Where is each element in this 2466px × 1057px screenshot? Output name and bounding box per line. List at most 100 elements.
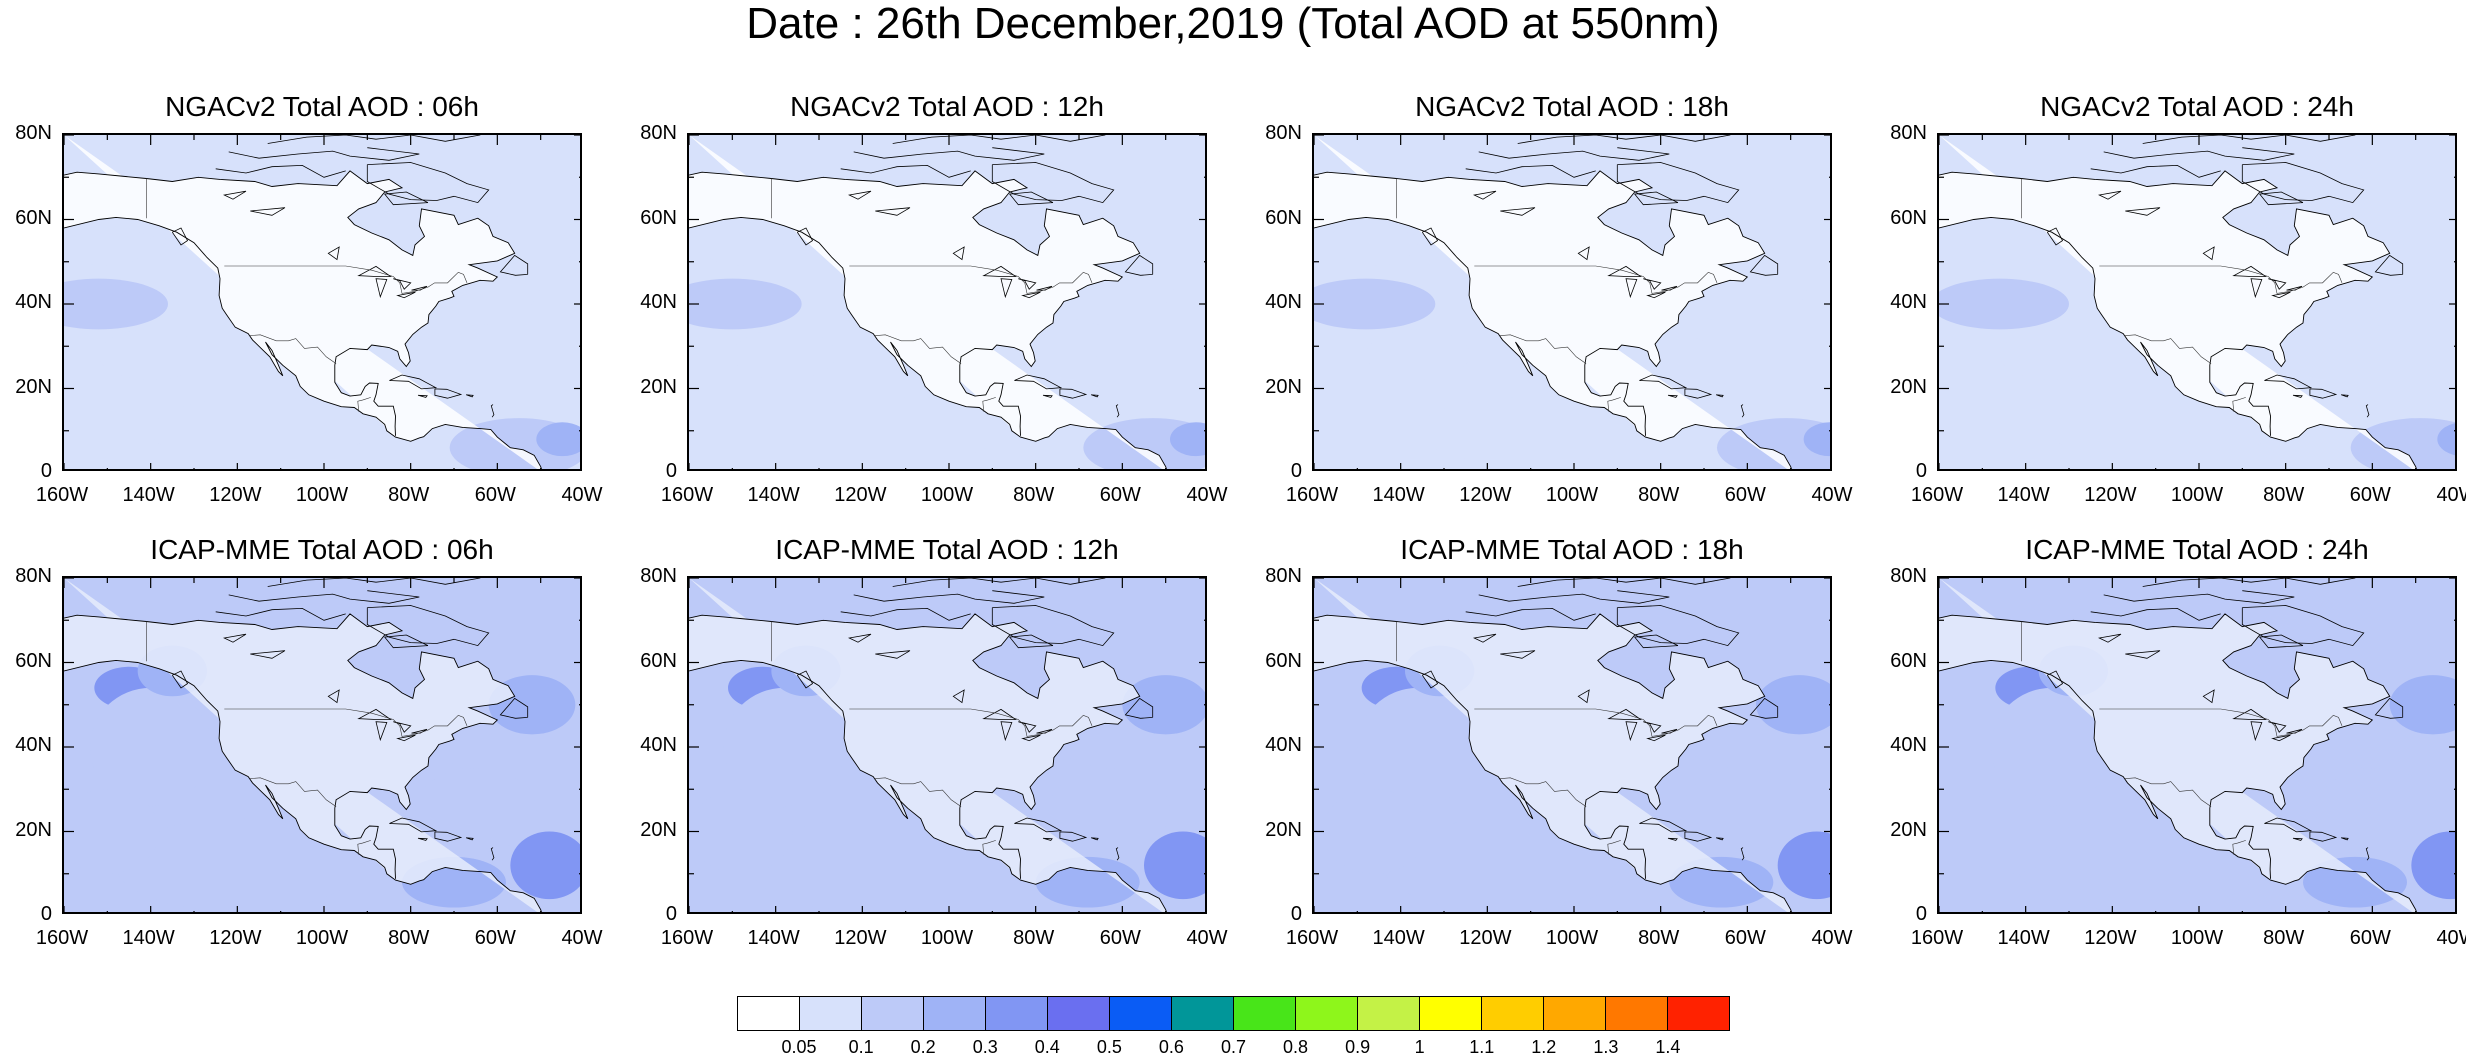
lake-outline (2098, 633, 2122, 643)
lat-tick-label: 40N (1890, 734, 1927, 756)
island-outline (840, 164, 971, 178)
lat-tick-label: 80N (15, 122, 52, 144)
lon-tick-label: 80W (2263, 484, 2305, 506)
lon-tick-label: 100W (2170, 927, 2224, 949)
island-outline (796, 670, 814, 689)
island-outline (2142, 578, 2356, 587)
island-outline (1124, 697, 1154, 719)
lat-tick-label: 80N (15, 565, 52, 587)
colorbar-label: 0.7 (1220, 1037, 1247, 1057)
lake-outline (1021, 734, 1041, 742)
island-outline (1042, 837, 1053, 841)
lake-outline (393, 278, 412, 290)
lake-outline (2271, 291, 2291, 299)
lat-tick-label: 0 (665, 460, 677, 482)
island-outline (215, 164, 346, 178)
coastline (1314, 613, 1766, 879)
aod-plume (64, 789, 160, 874)
colorbar-swatch (738, 997, 800, 1030)
lon-tick-label: 140W (122, 927, 175, 949)
coastline (1939, 170, 2391, 436)
lat-tick-label: 20N (1890, 818, 1927, 841)
lon-tick-label: 40W (1186, 484, 1228, 506)
colorbar-label: 0.4 (1034, 1037, 1060, 1057)
island-outline (1740, 404, 1745, 418)
island-outline (2258, 191, 2304, 206)
island-outline (1667, 837, 1678, 841)
coastline (1314, 170, 1766, 436)
island-outline (228, 590, 420, 604)
aod-plume (98, 329, 203, 381)
aod-map (1937, 576, 2457, 914)
lake-outline (2202, 246, 2215, 261)
island-outline (2340, 837, 2349, 841)
aod-plume (2303, 856, 2407, 908)
aod-plume (1939, 278, 2069, 330)
panel-title: ICAP-MME Total AOD : 12h (775, 534, 1119, 565)
country-border (849, 265, 1093, 294)
colorbar-label: 0.2 (910, 1037, 936, 1057)
lat-tick-label: 20N (640, 818, 677, 841)
lon-tick-label: 80W (2263, 927, 2305, 949)
lake-outline (1500, 650, 1536, 659)
lat-tick-label: 60N (640, 206, 677, 229)
colorbar-swatch (1482, 997, 1544, 1030)
lat-tick-label: 60N (1890, 206, 1927, 229)
aod-plume (1682, 768, 1804, 853)
coastline (64, 613, 516, 879)
island-outline (2264, 817, 2313, 833)
lon-tick-label: 160W (1285, 484, 1339, 506)
lat-tick-label: 20N (15, 818, 52, 841)
lon-tick-label: 160W (35, 927, 89, 949)
lon-tick-label: 40W (1811, 484, 1853, 506)
island-outline (1421, 227, 1439, 246)
aod-plume (1314, 278, 1436, 330)
lon-tick-label: 140W (1997, 484, 2050, 506)
land-mask (1314, 578, 1792, 912)
map-panel: NGACv2 Total AOD : 06h 80N 60N 40N 20N 0 160W 1… (15, 91, 602, 505)
lat-tick-label: 0 (1915, 903, 1927, 925)
coastline (1939, 613, 2391, 879)
colorbar-label: 0.5 (1096, 1037, 1122, 1057)
lon-tick-label: 60W (474, 484, 516, 506)
map-canvas (64, 578, 580, 912)
island-outline (2309, 831, 2338, 842)
lon-tick-label: 100W (1545, 927, 1599, 949)
lake-outline (1500, 207, 1536, 216)
aod-plume (1999, 329, 2104, 381)
colorbar-swatch (1110, 997, 1172, 1030)
aod-map (1312, 133, 1832, 471)
lake-outline (875, 207, 911, 216)
island-outline (892, 578, 1106, 587)
aod-plume (2051, 396, 2269, 465)
island-outline (383, 634, 429, 649)
island-outline (1684, 388, 1713, 399)
map-panel: NGACv2 Total AOD : 18h 80N 60N 40N 20N 0 160W 1… (1265, 91, 1852, 505)
aod-plume (64, 278, 168, 330)
island-outline (2103, 147, 2295, 161)
colorbar-label: 1.2 (1531, 1037, 1557, 1057)
aod-plume (689, 789, 793, 874)
map-canvas (1939, 578, 2455, 912)
lake-outline (1643, 278, 1662, 290)
lon-tick-label: 100W (2170, 484, 2224, 506)
lake-outline (982, 265, 1017, 277)
lake-outline (2271, 734, 2291, 742)
colorbar-label: 0.05 (781, 1037, 817, 1057)
lon-tick-label: 140W (747, 484, 800, 506)
island-outline (490, 847, 495, 861)
country-border (224, 265, 468, 294)
country-border (982, 840, 996, 855)
lake-outline (1018, 278, 1037, 290)
country-border (2124, 334, 2212, 364)
coastline (689, 170, 1141, 436)
lat-tick-label: 60N (1265, 206, 1302, 229)
island-outline (1042, 394, 1053, 398)
island-outline (1115, 847, 1120, 861)
island-outline (417, 394, 428, 398)
panel-title: ICAP-MME Total AOD : 06h (150, 534, 494, 565)
lat-tick-label: 60N (1890, 649, 1927, 672)
aod-map (1312, 576, 1832, 914)
lake-outline (327, 689, 340, 704)
land-mask (64, 578, 542, 912)
